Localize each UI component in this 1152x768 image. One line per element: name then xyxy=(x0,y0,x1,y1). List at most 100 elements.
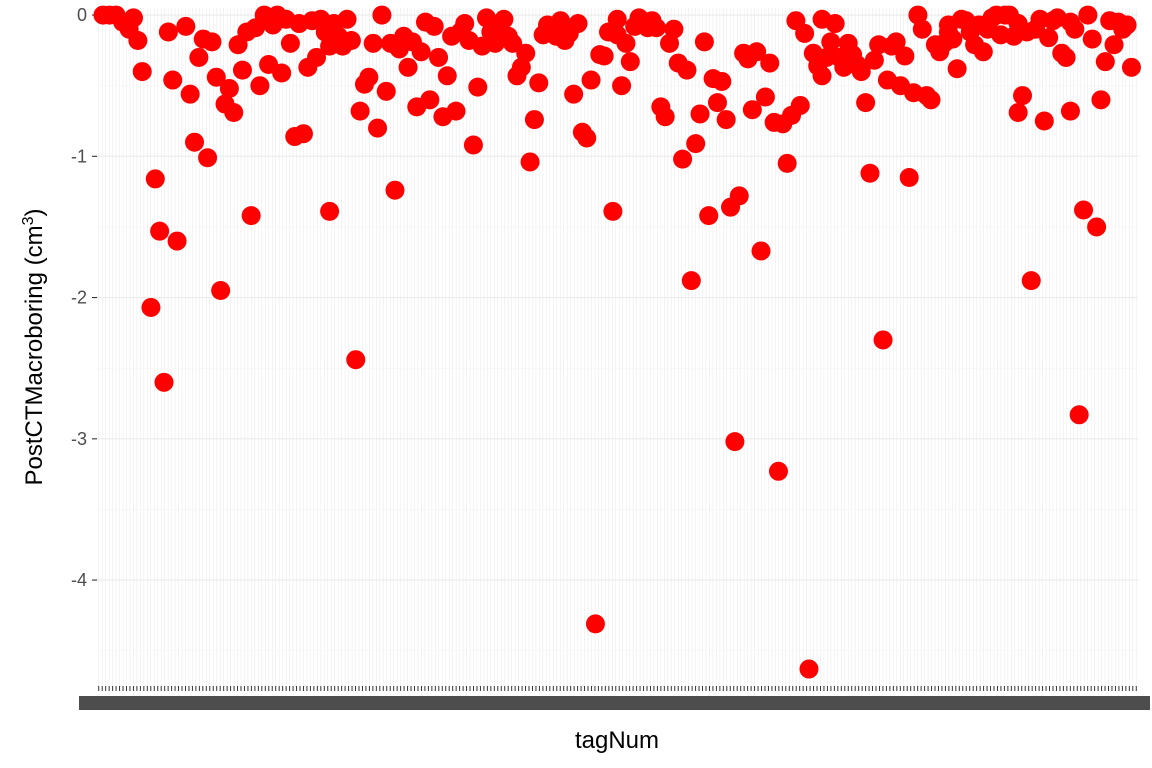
data-point xyxy=(232,60,252,80)
data-point xyxy=(368,118,388,138)
data-point xyxy=(376,81,396,101)
data-point xyxy=(446,101,466,121)
y-tick-label: -1 xyxy=(71,146,87,166)
data-point xyxy=(341,30,361,50)
data-point xyxy=(1082,29,1102,49)
data-point xyxy=(520,152,540,172)
data-point xyxy=(180,84,200,104)
y-tick-label: -3 xyxy=(71,429,87,449)
data-point xyxy=(429,47,449,67)
x-axis-title: tagNum xyxy=(575,727,659,754)
data-point xyxy=(973,42,993,62)
data-point xyxy=(947,59,967,79)
data-point xyxy=(620,52,640,72)
data-points xyxy=(93,5,1141,679)
data-point xyxy=(280,33,300,53)
data-point xyxy=(1008,103,1028,123)
data-point xyxy=(686,134,706,154)
data-point xyxy=(241,206,261,226)
y-axis-ticks: 0 -1 -2 -3 -4 xyxy=(71,5,97,590)
data-point xyxy=(568,14,588,34)
data-point xyxy=(202,32,222,52)
x-tick-labels-overlapping xyxy=(79,696,1150,710)
data-point xyxy=(856,93,876,113)
data-point xyxy=(834,47,854,67)
data-point xyxy=(690,104,710,124)
data-point xyxy=(398,57,418,77)
data-point xyxy=(320,201,340,221)
data-point xyxy=(790,95,810,115)
data-point xyxy=(250,76,270,96)
data-point xyxy=(677,60,697,80)
data-point xyxy=(851,62,871,82)
data-point xyxy=(1074,200,1094,220)
data-point xyxy=(564,84,584,104)
data-point xyxy=(612,76,632,96)
data-point xyxy=(873,330,893,350)
data-point xyxy=(1039,28,1059,48)
data-point xyxy=(816,47,836,67)
data-point xyxy=(468,77,488,97)
data-point xyxy=(346,350,366,370)
data-point xyxy=(699,206,719,226)
data-point xyxy=(293,124,313,144)
y-tick-label: -4 xyxy=(71,570,87,590)
data-point xyxy=(1056,47,1076,67)
data-point xyxy=(638,18,658,38)
data-point xyxy=(585,614,605,634)
data-point xyxy=(707,93,727,113)
data-point xyxy=(320,36,340,56)
y-tick-label: -2 xyxy=(71,288,87,308)
y-axis-title-suffix: ) xyxy=(21,209,48,217)
data-point xyxy=(359,67,379,87)
data-point xyxy=(799,659,819,679)
data-point xyxy=(132,62,152,82)
data-point xyxy=(921,90,941,110)
data-point xyxy=(864,50,884,70)
data-point xyxy=(1095,52,1115,72)
data-point xyxy=(272,63,292,83)
data-point xyxy=(712,71,732,91)
data-point xyxy=(694,32,714,52)
data-point xyxy=(372,5,392,25)
data-point xyxy=(755,87,775,107)
data-point xyxy=(307,47,327,67)
y-axis-title: PostCTMacroboring (cm3) xyxy=(20,209,48,486)
data-point xyxy=(912,19,932,39)
data-point xyxy=(747,42,767,62)
data-point xyxy=(768,461,788,481)
data-point xyxy=(1069,405,1089,425)
data-point xyxy=(189,47,209,67)
data-point xyxy=(224,103,244,123)
data-point xyxy=(1021,271,1041,291)
data-point xyxy=(760,53,780,73)
data-point xyxy=(1034,111,1054,131)
data-point xyxy=(219,79,239,99)
data-point xyxy=(437,66,457,86)
data-point xyxy=(154,372,174,392)
data-point xyxy=(616,33,636,53)
data-point xyxy=(886,32,906,52)
data-point xyxy=(363,33,383,53)
data-point xyxy=(1104,35,1124,55)
data-point xyxy=(420,90,440,110)
data-point xyxy=(655,107,675,127)
data-point xyxy=(211,281,231,300)
data-point xyxy=(1013,86,1033,106)
data-point xyxy=(424,16,444,36)
data-point xyxy=(895,46,915,66)
data-point xyxy=(494,9,514,29)
data-point xyxy=(1087,217,1107,237)
data-point xyxy=(607,9,627,29)
data-point xyxy=(729,186,749,206)
x-axis-ticks xyxy=(79,686,1150,710)
data-point xyxy=(795,23,815,43)
data-point xyxy=(198,148,218,168)
data-point xyxy=(673,149,693,169)
data-point xyxy=(812,66,832,86)
y-tick-label: 0 xyxy=(77,5,87,25)
data-point xyxy=(185,132,205,152)
data-point xyxy=(411,42,431,62)
data-point xyxy=(503,33,523,53)
